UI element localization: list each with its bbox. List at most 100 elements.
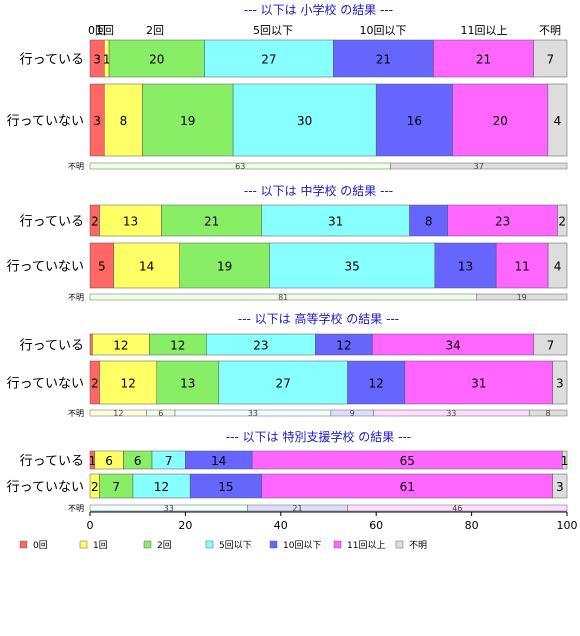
unknown-segment: [476, 293, 568, 301]
bar-value-label: 21: [376, 53, 391, 67]
bar-value-label: 2: [91, 480, 99, 494]
unknown-value-label: 46: [452, 504, 462, 513]
bar-value-label: 8: [425, 215, 433, 229]
bar-value-label: 5: [98, 260, 106, 274]
top-category-label: 1回: [96, 24, 114, 37]
bar-value-label: 7: [112, 480, 120, 494]
top-category-label: 不明: [539, 24, 561, 37]
top-category-label: 0回: [88, 24, 106, 37]
bar-value-label: 1: [561, 454, 569, 468]
bar-segment: [547, 83, 568, 157]
bar-value-label: 13: [123, 215, 138, 229]
unknown-label: 不明: [68, 504, 84, 513]
bar-segment: [552, 360, 568, 405]
bar-value-label: 21: [476, 53, 491, 67]
bar-value-label: 2: [558, 215, 566, 229]
legend-swatch: [19, 540, 28, 549]
bar-value-label: 3: [556, 480, 564, 494]
bar-segment: [89, 333, 93, 356]
unknown-value-label: 33: [446, 409, 456, 418]
bar-segment: [104, 83, 143, 157]
bar-value-label: 31: [328, 215, 343, 229]
x-tick-label: 20: [178, 519, 192, 532]
bar-segment: [434, 242, 497, 289]
panel-title: --- 以下は 中学校 の結果 ---: [244, 183, 393, 198]
bar-value-label: 6: [105, 454, 113, 468]
unknown-value-label: 63: [235, 162, 245, 171]
bar-value-label: 7: [165, 454, 173, 468]
bar-segment: [142, 83, 234, 157]
unknown-value-label: 21: [292, 504, 302, 513]
top-category-label: 5回以下: [253, 24, 293, 37]
panel-title: --- 以下は 特別支援学校 の結果 ---: [226, 429, 411, 444]
legend-swatch: [269, 540, 278, 549]
row-label: 行っている: [20, 215, 84, 230]
unknown-value-label: 33: [248, 409, 258, 418]
legend-label: 5回以下: [219, 540, 252, 551]
bar-value-label: 12: [369, 377, 384, 391]
bar-segment: [261, 204, 410, 237]
bar-value-label: 1: [89, 454, 97, 468]
bar-value-label: 12: [170, 339, 185, 353]
bar-segment: [156, 360, 220, 405]
bar-segment: [557, 204, 568, 237]
bar-value-label: 27: [276, 377, 291, 391]
bar-segment: [533, 39, 568, 78]
bar-segment: [347, 360, 406, 405]
bar-segment: [409, 204, 448, 237]
panel-title: --- 以下は 高等学校 の結果 ---: [238, 311, 399, 326]
legend-label: 1回: [93, 540, 108, 551]
bar-segment: [547, 242, 568, 289]
row-label: 行っていない: [7, 377, 84, 392]
bar-value-label: 7: [547, 339, 555, 353]
legend-label: 10回以下: [283, 540, 321, 551]
bar-value-label: 21: [204, 215, 219, 229]
bar-segment: [495, 242, 549, 289]
bar-value-label: 20: [493, 114, 508, 128]
bar-value-label: 4: [554, 260, 562, 274]
legend-swatch: [333, 540, 342, 549]
bar-value-label: 23: [253, 339, 268, 353]
bar-value-label: 31: [471, 377, 486, 391]
bar-value-label: 19: [217, 260, 232, 274]
bar-value-label: 34: [445, 339, 460, 353]
unknown-value-label: 19: [517, 293, 527, 302]
x-tick-label: 60: [369, 519, 383, 532]
unknown-label: 不明: [68, 162, 84, 171]
unknown-value-label: 8: [546, 409, 551, 418]
bar-segment: [161, 204, 262, 237]
bar-segment: [533, 333, 568, 356]
bar-value-label: 61: [400, 480, 415, 494]
bar-segment: [232, 83, 377, 157]
bar-value-label: 16: [407, 114, 422, 128]
bar-segment: [261, 473, 553, 499]
unknown-value-label: 37: [474, 162, 484, 171]
bar-value-label: 35: [344, 260, 359, 274]
bar-value-label: 4: [554, 114, 562, 128]
unknown-segment: [347, 504, 568, 512]
bar-value-label: 19: [180, 114, 195, 128]
bar-segment: [452, 83, 549, 157]
unknown-value-label: 12: [113, 409, 123, 418]
legend-label: 不明: [409, 540, 427, 551]
bar-value-label: 1: [103, 53, 111, 67]
x-tick-label: 80: [465, 519, 479, 532]
bar-segment: [404, 360, 553, 405]
bar-value-label: 11: [514, 260, 529, 274]
bar-segment: [561, 450, 568, 470]
legend-label: 0回: [33, 540, 48, 551]
bar-value-label: 3: [556, 377, 564, 391]
bar-segment: [447, 204, 558, 237]
bar-value-label: 8: [120, 114, 128, 128]
unknown-label: 不明: [68, 409, 84, 418]
top-category-label: 10回以下: [360, 24, 407, 37]
bar-value-label: 7: [546, 53, 554, 67]
bar-value-label: 6: [134, 454, 142, 468]
bar-value-label: 14: [139, 260, 154, 274]
bar-value-label: 12: [154, 480, 169, 494]
bar-value-label: 3: [93, 53, 101, 67]
legend-swatch: [79, 540, 88, 549]
bar-value-label: 27: [261, 53, 276, 67]
bar-value-label: 65: [400, 454, 415, 468]
